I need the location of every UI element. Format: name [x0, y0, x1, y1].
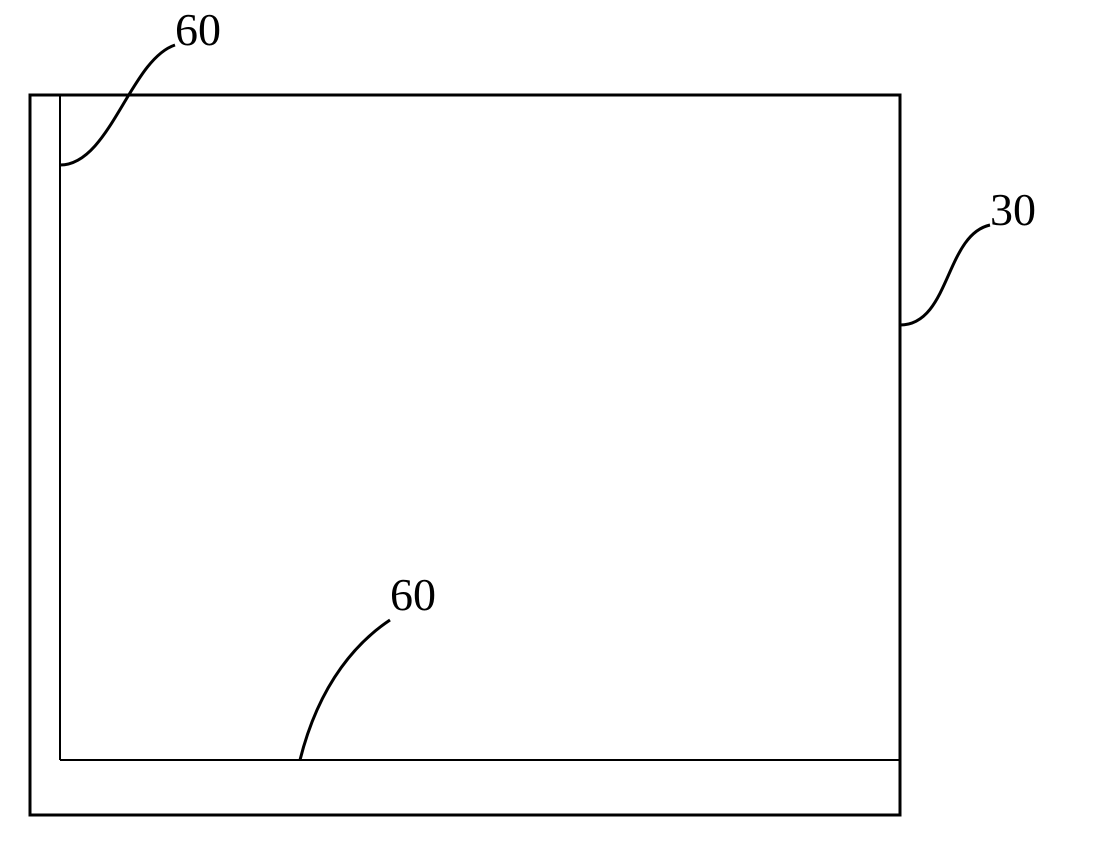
outer-rect: [30, 95, 900, 815]
label-bottom-60: 60: [390, 569, 436, 620]
label-top-60: 60: [175, 4, 221, 55]
label-right-30: 30: [990, 184, 1036, 235]
patent-diagram: 60 30 60: [0, 0, 1094, 846]
labels-group: 60 30 60: [60, 4, 1036, 760]
leader-right-30: [900, 225, 990, 325]
leader-top-60: [60, 45, 175, 165]
leader-bottom-60: [300, 620, 390, 760]
